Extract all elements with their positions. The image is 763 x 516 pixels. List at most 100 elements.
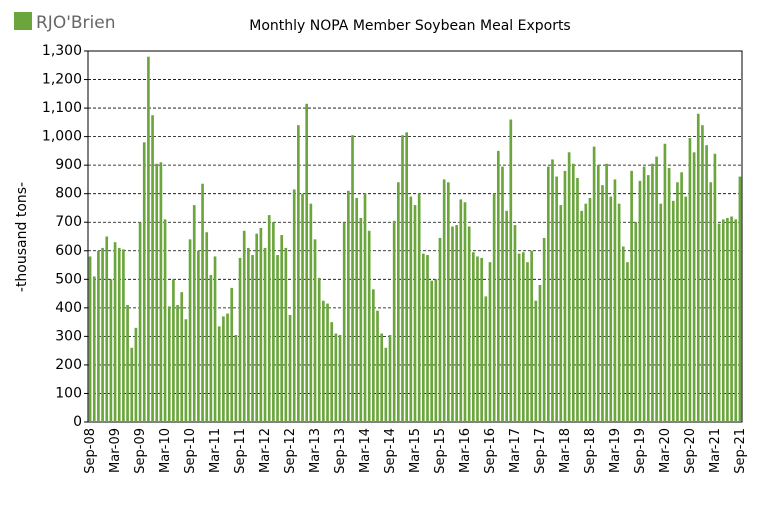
bar xyxy=(459,199,463,422)
bar xyxy=(147,56,150,422)
bar xyxy=(651,163,654,422)
bar xyxy=(172,279,175,422)
bar xyxy=(209,275,213,422)
bar xyxy=(205,232,209,422)
bar xyxy=(655,156,658,423)
x-tick-label: Sep-21 xyxy=(733,428,748,474)
bar xyxy=(413,205,417,422)
bar xyxy=(380,333,384,422)
bar xyxy=(217,326,221,422)
bar xyxy=(634,222,638,422)
bar xyxy=(626,262,629,422)
x-tick-label: Mar-10 xyxy=(158,428,173,473)
bar xyxy=(438,237,442,422)
bar xyxy=(151,115,154,422)
bar xyxy=(513,225,517,422)
y-tick-label: 500 xyxy=(55,271,82,287)
bar xyxy=(726,217,729,422)
bar xyxy=(213,256,217,422)
chart-title: Monthly NOPA Member Soybean Meal Exports xyxy=(249,18,570,34)
x-tick-label: Sep-11 xyxy=(233,428,248,474)
bar xyxy=(242,230,246,422)
x-tick-label: Mar-14 xyxy=(358,428,373,473)
bar xyxy=(134,327,138,422)
x-tick-label: Sep-20 xyxy=(683,428,698,474)
x-tick-label: Sep-10 xyxy=(183,428,198,474)
logo-icon xyxy=(14,12,32,30)
bar xyxy=(101,247,104,422)
x-tick-label: Sep-08 xyxy=(83,428,98,474)
bar xyxy=(442,179,446,422)
bar xyxy=(705,145,708,422)
bar xyxy=(596,165,600,422)
bar xyxy=(717,223,721,422)
bar xyxy=(326,303,329,422)
bar xyxy=(663,143,667,422)
bar xyxy=(305,103,309,423)
bar xyxy=(276,255,279,422)
x-tick-label: Sep-16 xyxy=(483,428,498,474)
bar xyxy=(334,333,338,422)
bar xyxy=(222,316,225,422)
x-tick-label: Sep-17 xyxy=(533,428,548,474)
bar xyxy=(347,190,350,422)
x-tick-label: Mar-09 xyxy=(108,428,123,473)
bar xyxy=(322,300,325,422)
bar xyxy=(163,219,167,422)
bar xyxy=(388,334,392,422)
bar xyxy=(730,216,733,422)
bar xyxy=(155,163,159,422)
x-tick-label: Mar-12 xyxy=(258,428,273,473)
bar xyxy=(455,225,458,422)
bar xyxy=(330,322,334,422)
y-axis-label: -thousand tons- xyxy=(14,182,30,292)
bar xyxy=(542,237,546,422)
bar xyxy=(97,250,100,422)
bar xyxy=(142,142,146,423)
y-tick-label: 1,000 xyxy=(42,129,82,145)
bar xyxy=(130,347,134,422)
bar xyxy=(451,226,454,422)
bar xyxy=(184,319,188,422)
bar xyxy=(534,300,538,422)
x-tick-label: Mar-17 xyxy=(508,428,523,473)
y-tick-label: 400 xyxy=(55,300,82,316)
bar xyxy=(384,347,388,422)
bar xyxy=(613,179,617,422)
bar xyxy=(701,125,704,422)
bar xyxy=(122,249,125,422)
bar xyxy=(467,226,471,422)
bar xyxy=(180,292,184,422)
bar xyxy=(201,183,204,422)
bar xyxy=(621,246,625,422)
bar xyxy=(259,227,263,422)
bar xyxy=(526,262,529,422)
bar xyxy=(496,150,500,422)
bar xyxy=(251,255,254,422)
bar xyxy=(197,250,200,422)
bar xyxy=(397,182,400,422)
bar xyxy=(426,255,429,422)
bar xyxy=(338,334,342,422)
bar xyxy=(376,310,379,422)
bar xyxy=(530,250,533,422)
bar xyxy=(563,170,567,422)
bar xyxy=(309,203,313,422)
bar xyxy=(301,193,304,422)
bar xyxy=(351,135,354,422)
bar xyxy=(684,196,688,422)
bar xyxy=(126,304,129,422)
bar xyxy=(392,220,396,422)
bar xyxy=(588,197,592,422)
y-tick-label: 700 xyxy=(55,214,82,230)
bar xyxy=(667,168,671,422)
x-tick-label: Mar-20 xyxy=(658,428,673,473)
y-tick-label: 300 xyxy=(55,328,82,344)
bar xyxy=(517,253,521,422)
bar xyxy=(446,182,450,422)
x-tick-label: Mar-16 xyxy=(458,428,473,473)
y-tick-label: 100 xyxy=(55,385,82,401)
bar xyxy=(317,277,321,422)
y-tick-label: 1,300 xyxy=(42,43,82,59)
bar xyxy=(484,296,488,422)
